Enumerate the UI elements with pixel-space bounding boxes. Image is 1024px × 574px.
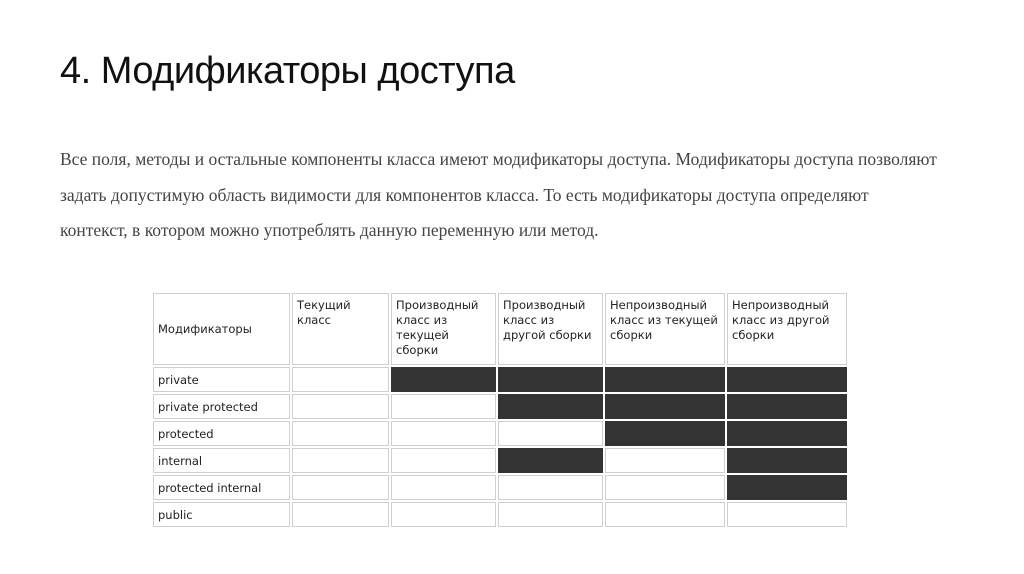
access-allowed-cell [605,448,725,473]
access-allowed-cell [498,421,603,446]
header-cell: Производный класс из текущей сборки [391,293,496,365]
access-allowed-cell [292,394,389,419]
modifier-cell: public [153,502,290,527]
access-allowed-cell [391,502,496,527]
access-allowed-cell [605,475,725,500]
modifier-cell: private protected [153,394,290,419]
table-row: protected internal [153,475,847,500]
access-denied-cell [727,448,847,473]
table-row: internal [153,448,847,473]
table-row: private protected [153,394,847,419]
header-cell: Непроизводный класс из текущей сборки [605,293,725,365]
access-denied-cell [391,367,496,392]
access-allowed-cell [292,475,389,500]
access-allowed-cell [391,394,496,419]
title-number: 4. [60,50,91,92]
title-text: Модификаторы доступа [100,50,516,92]
access-allowed-cell [498,475,603,500]
access-denied-cell [727,475,847,500]
slide-title: 4. Модификаторы доступа [60,50,515,93]
header-cell: Производный класс из другой сборки [498,293,603,365]
access-allowed-cell [391,448,496,473]
access-denied-cell [605,394,725,419]
modifier-cell: private [153,367,290,392]
access-allowed-cell [292,421,389,446]
access-denied-cell [498,394,603,419]
access-allowed-cell [498,502,603,527]
table-row: public [153,502,847,527]
modifier-cell: internal [153,448,290,473]
access-denied-cell [605,367,725,392]
header-cell: Непроизводный класс из другой сборки [727,293,847,365]
access-allowed-cell [727,502,847,527]
modifier-cell: protected internal [153,475,290,500]
access-denied-cell [727,367,847,392]
header-cell: Текущий класс [292,293,389,365]
access-denied-cell [498,367,603,392]
table-row: protected [153,421,847,446]
access-allowed-cell [292,448,389,473]
access-denied-cell [727,394,847,419]
access-denied-cell [498,448,603,473]
table-row: private [153,367,847,392]
access-allowed-cell [391,421,496,446]
access-allowed-cell [292,502,389,527]
header-cell: Модификаторы [153,293,290,365]
body-paragraph: Все поля, методы и остальные компоненты … [60,149,937,240]
access-modifiers-table: Модификаторы Текущий класс Производный кла… [151,291,849,529]
modifier-cell: protected [153,421,290,446]
access-allowed-cell [605,502,725,527]
access-allowed-cell [391,475,496,500]
access-denied-cell [605,421,725,446]
access-denied-cell [727,421,847,446]
access-allowed-cell [292,367,389,392]
table-header-row: Модификаторы Текущий класс Производный кла… [153,293,847,365]
